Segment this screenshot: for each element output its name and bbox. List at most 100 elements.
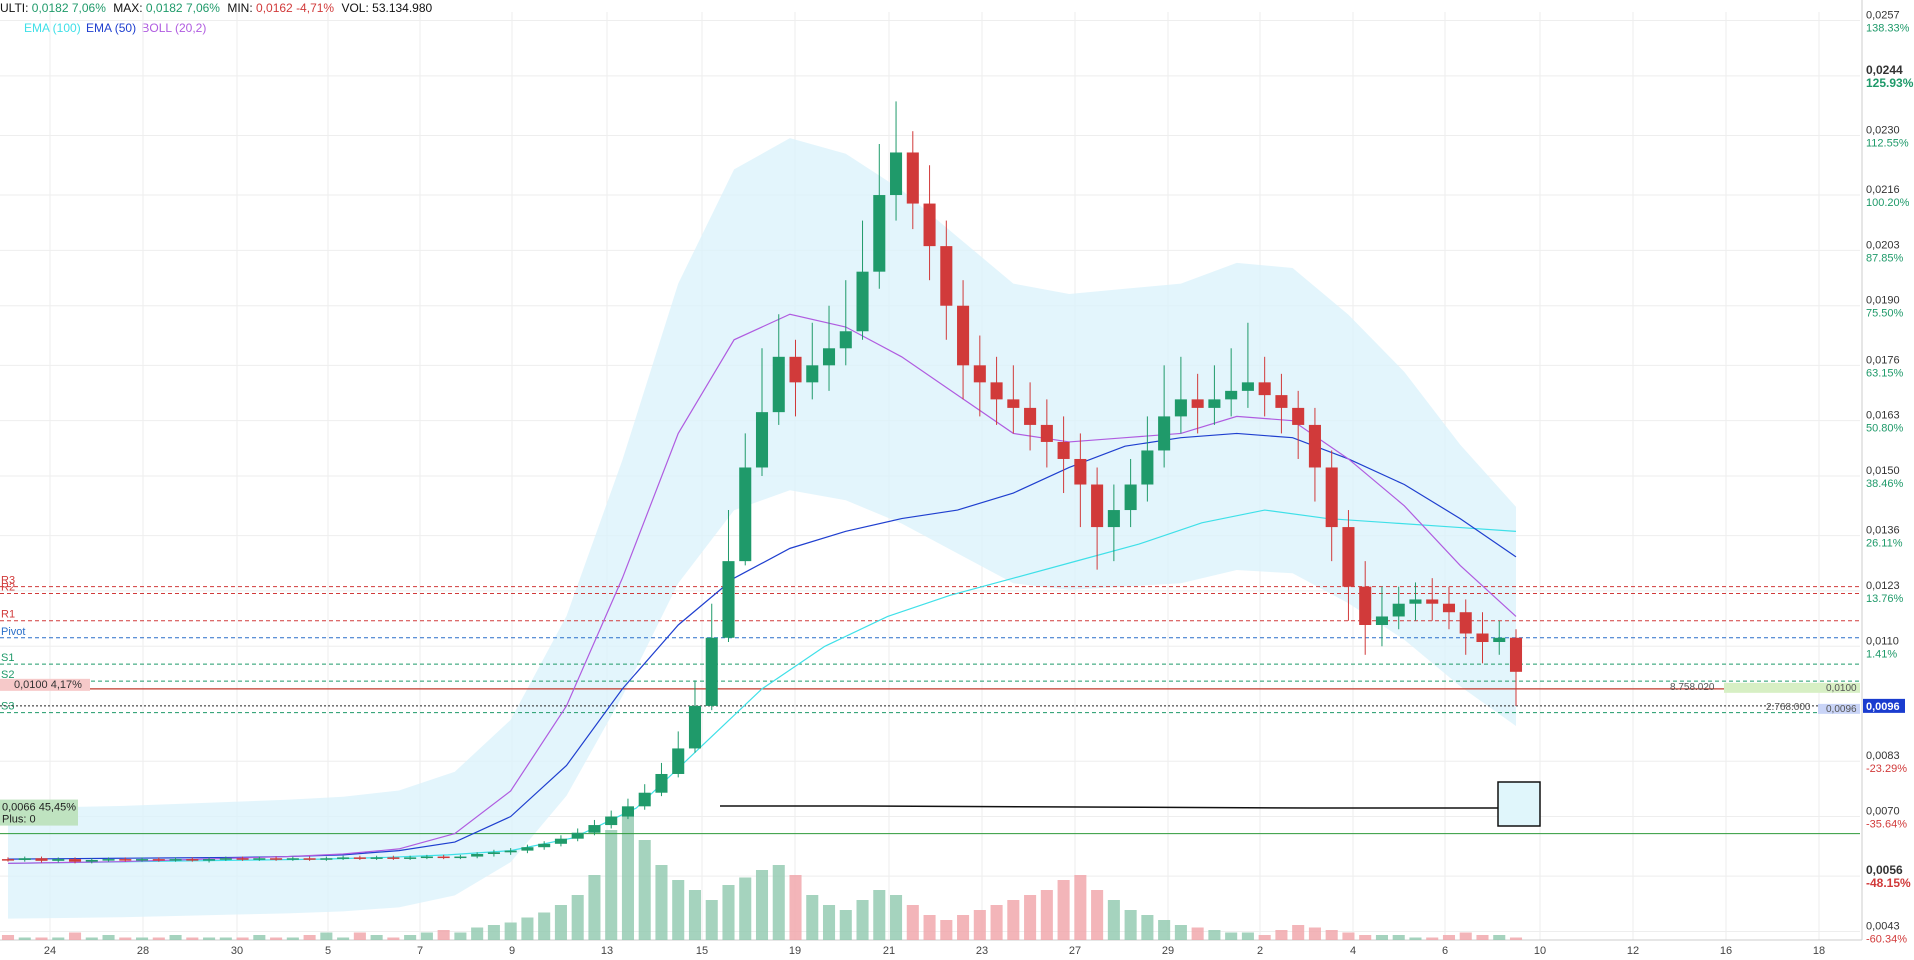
candle-body: [1040, 424, 1053, 442]
volume-bar: [672, 880, 685, 940]
candle-body: [1459, 612, 1472, 634]
volume-bar: [1258, 935, 1271, 940]
candle-body: [605, 816, 618, 826]
volume-bar: [839, 910, 852, 940]
candle-body: [638, 792, 651, 807]
candle-body: [1292, 407, 1305, 425]
x-tick-1: 28: [137, 945, 149, 957]
volume-bar: [856, 900, 869, 940]
candle-body: [1191, 399, 1204, 408]
candle-body: [236, 858, 249, 860]
candle-body: [18, 858, 31, 860]
volume-bar: [923, 915, 936, 940]
pct-tick-9: 26.11%: [1866, 538, 1903, 550]
volume-bar: [655, 865, 668, 940]
candle-body: [873, 195, 886, 272]
x-tick-8: 19: [789, 945, 801, 957]
pct-tick-11: 1.41%: [1866, 648, 1897, 660]
candle-body: [1493, 637, 1506, 643]
pivot-label-r1: R1: [1, 609, 15, 621]
volume-bar: [722, 885, 735, 940]
volume-bar: [739, 877, 752, 940]
price-tick-8: 0,0150: [1866, 465, 1900, 477]
volume-bar: [1308, 927, 1321, 940]
candle-body: [1442, 603, 1456, 613]
pivot-label-r2: R2: [1, 581, 15, 593]
max-pct: 7,06%: [185, 1, 220, 15]
volume-bar: [35, 937, 48, 940]
volume-bar: [136, 937, 149, 940]
pct-tick-1: 125.93%: [1866, 76, 1914, 90]
x-tick-5: 9: [509, 945, 515, 957]
volume-bar: [621, 810, 634, 940]
volume-bar: [973, 910, 986, 940]
volume-bar: [571, 895, 584, 940]
volume-bar: [253, 935, 266, 940]
last-value: 0,0182: [31, 1, 69, 15]
pct-tick-7: 50.80%: [1866, 423, 1904, 435]
current-tag-bg: [1818, 703, 1860, 714]
candle-body: [940, 246, 953, 306]
candle-body: [1375, 616, 1388, 625]
x-tick-7: 15: [696, 945, 708, 957]
volume-bar: [1057, 880, 1070, 940]
volume-bar: [303, 935, 316, 940]
candle-body: [404, 857, 417, 859]
legend-ema100[interactable]: EMA (100): [24, 21, 81, 35]
candle-body: [1007, 399, 1020, 408]
pivot-label-r3: R3: [1, 575, 15, 587]
volume-bar: [1426, 937, 1439, 940]
candle-body: [303, 858, 316, 860]
pct-tick-3: 100.20%: [1866, 197, 1910, 209]
candle-body: [286, 858, 299, 860]
drawing-line: [720, 805, 1500, 809]
volume-bar: [85, 937, 98, 940]
pct-tick-13: -35.64%: [1866, 819, 1907, 831]
volume-bar: [437, 930, 450, 940]
current-price-badge-text: 0,0096: [1866, 701, 1900, 713]
price-tick-10: 0,0123: [1866, 580, 1900, 592]
volume-bar: [52, 937, 65, 940]
candle-body: [169, 859, 182, 861]
volume-bar: [353, 932, 366, 940]
candle-body: [1325, 467, 1338, 528]
volume-bar: [772, 865, 785, 940]
candle-body: [270, 858, 283, 860]
candle-body: [655, 773, 668, 793]
volume-bar: [169, 935, 182, 940]
x-tick-18: 16: [1720, 945, 1732, 957]
volume-bar: [1359, 935, 1372, 940]
candle-body: [856, 271, 869, 332]
volume-bar: [1040, 890, 1053, 940]
volume-bar: [119, 937, 132, 940]
candle-body: [789, 356, 802, 383]
volume-bar: [270, 937, 283, 940]
x-tick-12: 29: [1162, 945, 1174, 957]
price-tick-14: 0,0056: [1866, 863, 1903, 877]
price-tick-15: 0,0043: [1866, 920, 1900, 932]
volume-bar: [1124, 910, 1137, 940]
volume-bar: [890, 895, 903, 940]
legend-boll[interactable]: BOLL (20,2): [141, 21, 207, 35]
pct-tick-12: -23.29%: [1866, 763, 1907, 775]
price-tick-0: 0,0257: [1866, 10, 1900, 22]
candle-body: [152, 859, 165, 861]
price-tick-6: 0,0176: [1866, 354, 1900, 366]
volume-bar: [705, 900, 718, 940]
volume-bar: [957, 915, 970, 940]
pct-tick-14: -48.15%: [1866, 876, 1911, 890]
legend-ema50[interactable]: EMA (50): [86, 21, 137, 35]
volume-bar: [1375, 935, 1388, 940]
candle-body: [538, 843, 551, 848]
volume-bar: [755, 870, 769, 940]
candle-body: [454, 856, 467, 859]
candle-body: [923, 203, 936, 247]
x-tick-14: 4: [1350, 945, 1356, 957]
candle-body: [253, 858, 266, 860]
candle-body: [35, 858, 48, 861]
candle-body: [722, 561, 735, 638]
support-label-bg: [0, 799, 78, 826]
alert-qty: 8.758.020: [1670, 682, 1715, 693]
volume-bar: [219, 937, 232, 940]
